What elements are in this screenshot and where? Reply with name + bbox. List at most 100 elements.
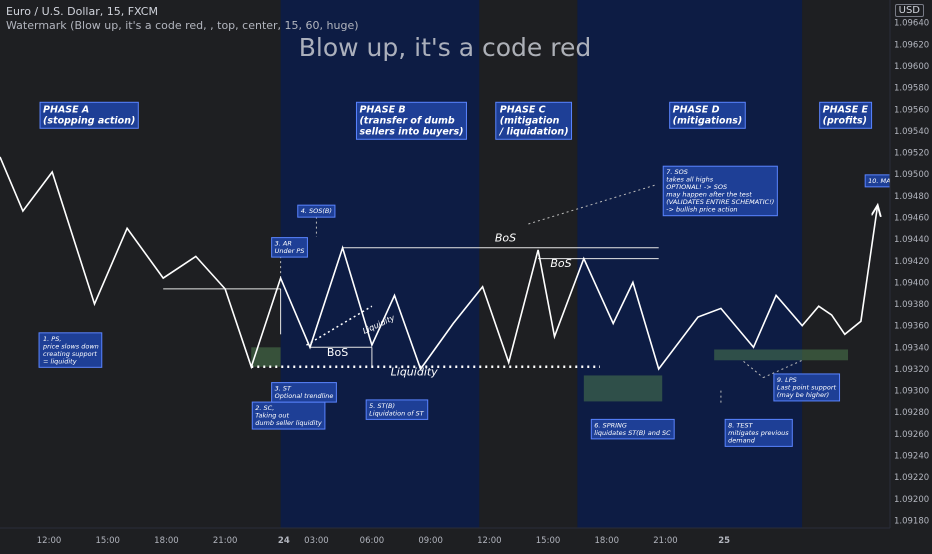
annotation-0: 1. PS, price slows down creating support = … xyxy=(38,332,103,368)
y-tick-label-14: 1.09360 xyxy=(894,322,929,332)
y-tick-label-6: 1.09520 xyxy=(894,149,929,159)
x-tick-label-3: 21:00 xyxy=(213,536,238,546)
annotation-1-line-0: 2. SC, xyxy=(255,404,274,412)
annotation-2-line-0: 3. AR xyxy=(275,240,292,248)
annotation-4-line-0: 4. SOS(B) xyxy=(301,207,332,215)
annotation-4-text: 4. SOS(B) xyxy=(301,207,332,215)
phase-label-4: PHASE E (profits) xyxy=(819,101,873,129)
phase-label-0: PHASE A (stopping action) xyxy=(39,101,139,129)
phase-label-4-line-1: (profits) xyxy=(823,115,867,126)
annotation-10-text: 10. MARKUP xyxy=(868,177,908,185)
price-line xyxy=(0,156,877,371)
annotation-6-box xyxy=(590,418,675,440)
phase-label-2-line-0: PHASE C xyxy=(500,104,546,115)
phase-label-4-text: PHASE E (profits) xyxy=(823,104,869,126)
annotation-8: 8. TEST mitigates previous demand xyxy=(724,418,793,447)
annotation-6: 6. SPRING liquidates ST(B) and SC xyxy=(590,418,675,440)
annotation-2-line-1: Under PS xyxy=(275,247,305,255)
annotation-7-line-5: -> bullish price action xyxy=(666,206,737,214)
demand-zone-2 xyxy=(714,349,849,361)
annotation-1-line-1: Taking out xyxy=(255,412,289,420)
annotation-2-box xyxy=(271,237,308,258)
y-tick-label-8: 1.09480 xyxy=(894,192,929,202)
y-tick-label-12: 1.09400 xyxy=(894,278,929,288)
phase-label-1-box xyxy=(355,101,467,140)
x-tick-label-0: 12:00 xyxy=(37,536,62,546)
annotation-9-line-1: Last point support xyxy=(777,383,837,391)
annotation-7-line-0: 7. SOS xyxy=(666,168,688,176)
watermark-text: Blow up, it's a code red xyxy=(298,33,592,62)
lps-connector-a xyxy=(743,360,764,378)
demand-zone-0 xyxy=(251,347,281,367)
line-label-3: Liquidity xyxy=(391,365,439,378)
phase-label-1-line-2: sellers into buyers) xyxy=(359,126,463,137)
x-tick-label-6: 06:00 xyxy=(360,536,385,546)
currency-button[interactable]: USD xyxy=(894,4,924,17)
phase-label-3-box xyxy=(669,101,746,129)
phase-label-2-text: PHASE C (mitigation / liquidation) xyxy=(499,104,569,137)
annotation-0-box xyxy=(38,332,103,368)
annotation-3-line-1: Optional trendline xyxy=(275,392,334,400)
phase-label-4-box xyxy=(819,101,873,129)
phase-label-3-line-1: (mitigations) xyxy=(673,115,743,126)
phase-label-1-text: PHASE B (transfer of dumb sellers into buy… xyxy=(359,104,463,137)
phase-label-0-line-0: PHASE A xyxy=(43,104,89,115)
watermark-legend: Watermark (Blow up, it's a code red, , t… xyxy=(6,19,359,32)
annotation-4: 4. SOS(B) xyxy=(297,204,336,218)
phase-label-3-text: PHASE D (mitigations) xyxy=(673,104,743,126)
y-tick-label-15: 1.09340 xyxy=(894,343,929,353)
y-tick-label-17: 1.09300 xyxy=(894,387,929,397)
y-tick-label-23: 1.09180 xyxy=(894,516,929,526)
annotation-7-line-4: (VALIDATES ENTIRE SCHEMATIC!) xyxy=(666,198,774,206)
y-tick-label-21: 1.09220 xyxy=(894,473,929,483)
annotation-7-text: 7. SOS takes all highs OPTIONAL! -> SOS may… xyxy=(666,168,774,214)
x-tick-label-9: 15:00 xyxy=(536,536,561,546)
annotation-0-line-3: = liquidity xyxy=(43,357,77,365)
x-tick-label-8: 12:00 xyxy=(477,536,502,546)
phase-label-0-box xyxy=(39,101,139,129)
sos-connector xyxy=(528,184,656,225)
y-tick-label-22: 1.09200 xyxy=(894,495,929,505)
y-tick-label-7: 1.09500 xyxy=(894,170,929,180)
phase-label-3: PHASE D (mitigations) xyxy=(669,101,746,129)
phase-label-4-line-0: PHASE E xyxy=(823,104,869,115)
annotation-1: 2. SC, Taking out dumb seller liquidity xyxy=(251,401,326,430)
annotation-1-line-2: dumb seller liquidity xyxy=(255,419,322,427)
annotation-5-text: 5. ST(B) Liquidation of ST xyxy=(369,402,425,418)
phase-label-0-text: PHASE A (stopping action) xyxy=(43,104,135,126)
annotation-0-line-1: price slows down xyxy=(42,342,99,350)
y-tick-label-16: 1.09320 xyxy=(894,365,929,375)
annotation-1-text: 2. SC, Taking out dumb seller liquidity xyxy=(255,404,322,427)
annotation-6-line-1: liquidates ST(B) and SC xyxy=(594,429,671,437)
phase-band-4 xyxy=(802,0,890,528)
annotation-5-line-1: Liquidation of ST xyxy=(369,409,425,417)
annotation-6-line-0: 6. SPRING xyxy=(594,421,627,429)
annotation-5: 5. ST(B) Liquidation of ST xyxy=(365,399,429,420)
x-tick-label-1: 15:00 xyxy=(95,536,120,546)
y-tick-label-4: 1.09560 xyxy=(894,105,929,115)
phase-label-2-line-1: (mitigation xyxy=(500,115,560,126)
annotation-1-box xyxy=(251,401,326,430)
annotation-3-line-0: 3. ST xyxy=(275,385,292,393)
y-tick-label-0: 1.09640 xyxy=(894,19,929,29)
annotation-2: 3. AR Under PS xyxy=(271,237,308,258)
y-tick-label-18: 1.09280 xyxy=(894,408,929,418)
lps-connector-b xyxy=(762,359,803,379)
phase-band-2 xyxy=(479,0,578,528)
y-tick-label-3: 1.09580 xyxy=(894,84,929,94)
y-tick-label-13: 1.09380 xyxy=(894,300,929,310)
annotation-7: 7. SOS takes all highs OPTIONAL! -> SOS may… xyxy=(662,165,778,217)
x-tick-label-7: 09:00 xyxy=(418,536,443,546)
demand-zone-1 xyxy=(583,375,663,402)
price-axis-bg xyxy=(890,0,932,550)
y-tick-label-5: 1.09540 xyxy=(894,127,929,137)
annotation-3-text: 3. ST Optional trendline xyxy=(275,385,334,401)
x-tick-label-4: 24 xyxy=(278,536,290,546)
annotation-8-box xyxy=(724,418,793,447)
y-tick-label-1: 1.09620 xyxy=(894,40,929,50)
phase-band-1 xyxy=(280,0,480,528)
phase-label-1-line-0: PHASE B xyxy=(359,104,405,115)
annotation-7-line-3: may happen after the test xyxy=(666,191,752,199)
annotation-3: 3. ST Optional trendline xyxy=(271,382,337,403)
